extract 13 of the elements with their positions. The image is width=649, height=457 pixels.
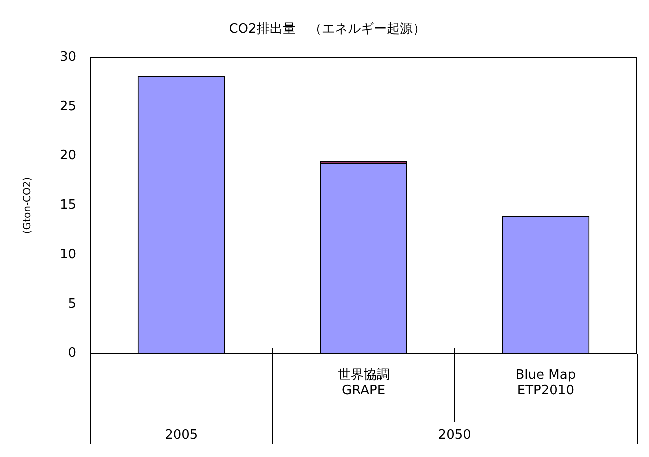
text: 2050	[438, 428, 472, 444]
y-tick-label: 10	[60, 247, 77, 262]
y-tick-label: 0	[68, 346, 77, 362]
text: 2005	[165, 428, 198, 444]
x-tick-label: Blue Map ETP2010	[516, 368, 576, 399]
x-tick-label: 世界協調 GRAPE	[338, 368, 390, 399]
y-tick-label: 25	[60, 99, 77, 114]
y-axis-title: (Gton-CO2)	[22, 177, 34, 234]
y-tick-label: 15	[60, 198, 77, 214]
y-tick-label: 30	[60, 50, 77, 65]
y-tick-label: 5	[68, 296, 77, 312]
y-tick-label: 20	[60, 148, 77, 164]
chart-title: CO2排出量 （エネルギー起源）	[229, 22, 426, 38]
